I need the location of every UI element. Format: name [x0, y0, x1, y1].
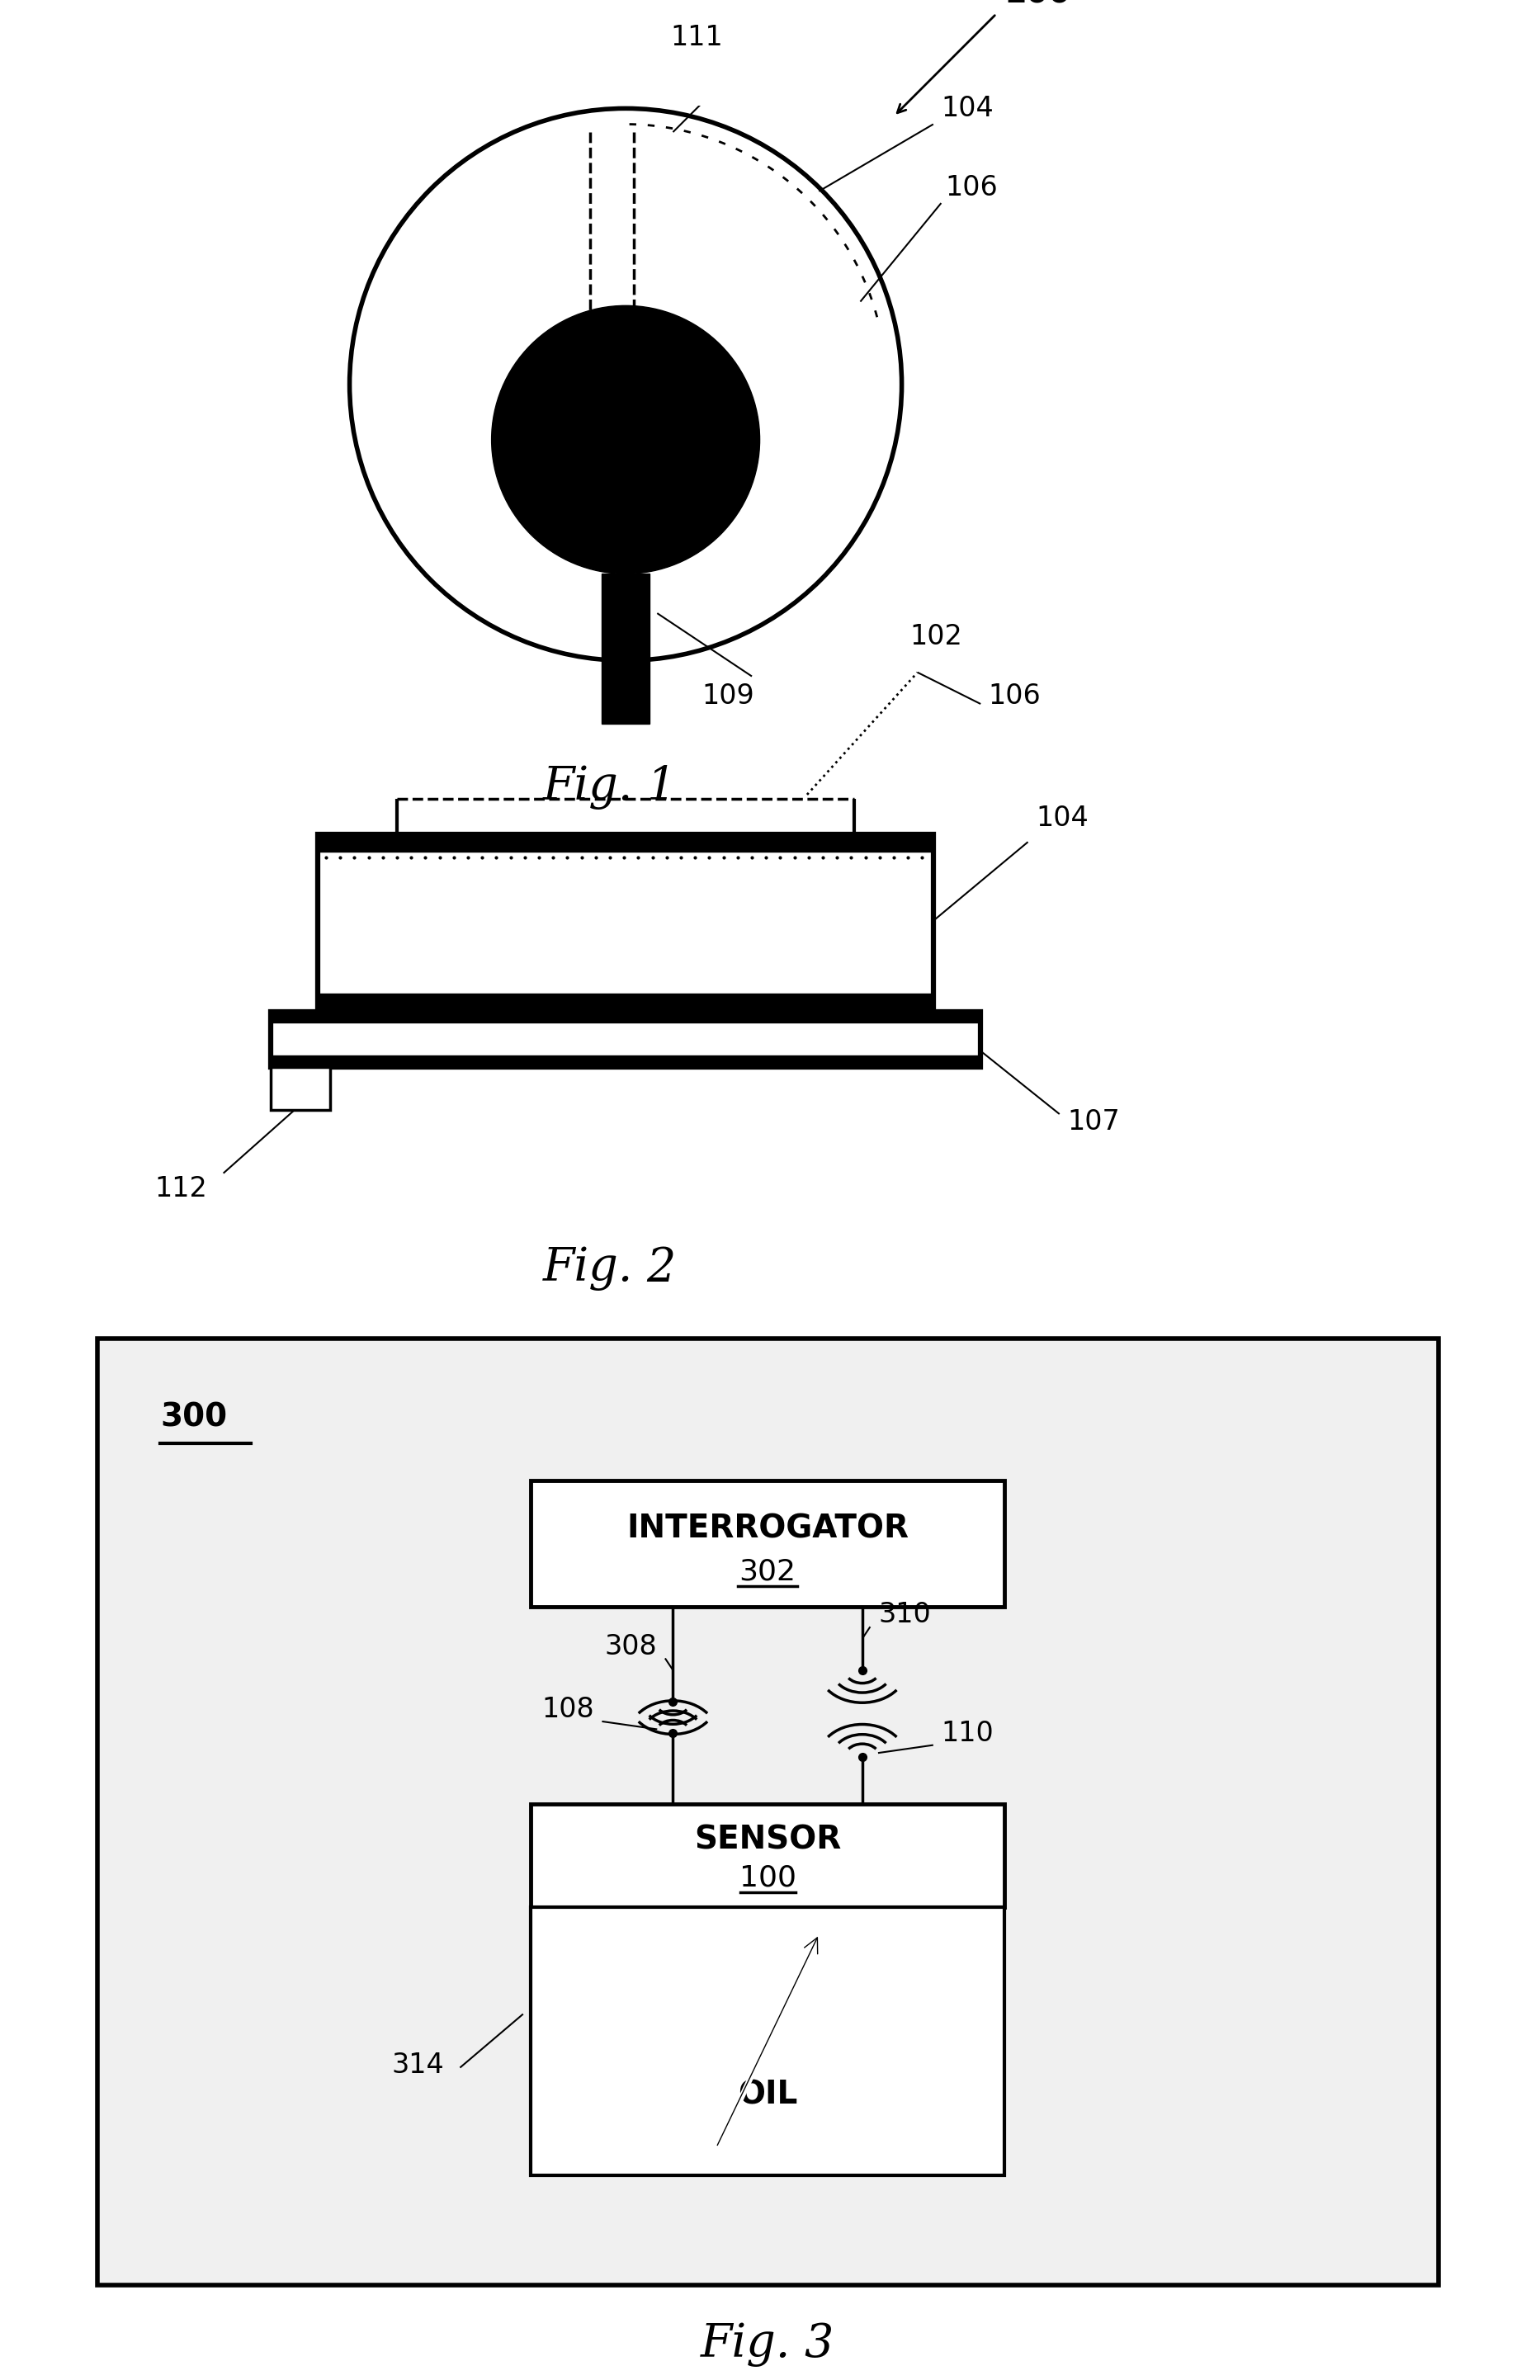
Text: SENSOR: SENSOR [695, 1825, 841, 1856]
Bar [271, 1057, 981, 1066]
Text: 108: 108 [542, 1697, 594, 1723]
Text: 102: 102 [910, 624, 962, 650]
Bar [602, 574, 650, 724]
Text: 109: 109 [702, 683, 755, 709]
Text: INTERROGATOR: INTERROGATOR [627, 1514, 909, 1545]
Bar [97, 1340, 1438, 2285]
Text: 112: 112 [156, 1176, 208, 1202]
Bar [531, 1906, 1004, 2175]
Circle shape [491, 305, 759, 574]
Text: OIL: OIL [738, 2078, 798, 2111]
Bar [531, 1804, 1004, 1906]
Text: 107: 107 [1067, 1109, 1120, 1135]
Text: 308: 308 [605, 1633, 658, 1661]
Text: 106: 106 [989, 683, 1041, 709]
Bar [531, 1906, 1004, 2175]
Text: 310: 310 [878, 1602, 930, 1628]
Text: Fig. 3: Fig. 3 [701, 2323, 835, 2368]
Text: 104: 104 [941, 95, 993, 121]
Text: 100: 100 [739, 1864, 796, 1892]
Text: 314: 314 [391, 2052, 444, 2078]
Text: 111: 111 [670, 24, 722, 50]
Text: 302: 302 [739, 1557, 796, 1585]
Text: 104: 104 [1036, 804, 1089, 833]
Bar [531, 1480, 1004, 1606]
Text: 300: 300 [160, 1402, 228, 1433]
Bar [319, 833, 933, 1007]
Bar [319, 833, 933, 852]
Bar [319, 992, 933, 1007]
Text: 106: 106 [946, 174, 998, 200]
Text: 110: 110 [941, 1721, 993, 1747]
Bar [271, 1012, 981, 1066]
Text: 100: 100 [1004, 0, 1072, 10]
Text: Fig. 2: Fig. 2 [544, 1245, 676, 1290]
Text: Fig. 1: Fig. 1 [544, 764, 676, 809]
Bar [271, 1066, 330, 1109]
Bar [271, 1012, 981, 1023]
